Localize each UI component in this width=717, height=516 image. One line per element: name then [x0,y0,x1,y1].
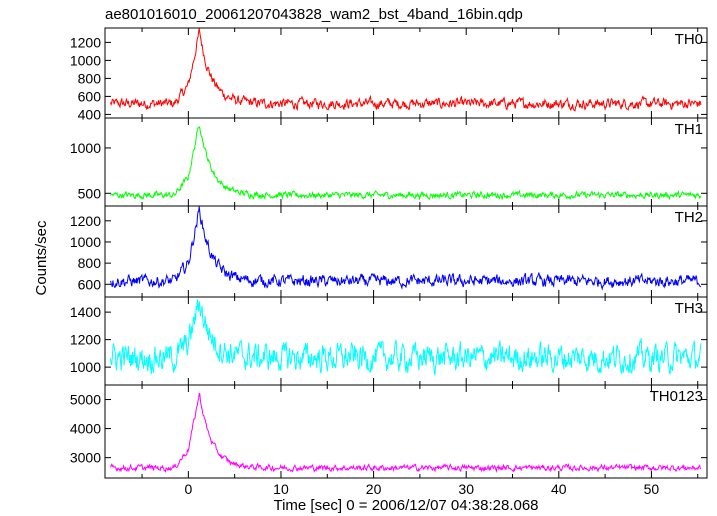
x-tick-label: 40 [551,481,567,497]
y-tick-label: 4000 [70,421,101,437]
x-axis-label: Time [sec] 0 = 2006/12/07 04:38:28.068 [273,497,538,514]
y-tick-label: 500 [78,185,102,201]
series-label-th1: TH1 [675,121,703,138]
panel-frame-th0123 [104,384,708,479]
y-tick-label: 1000 [70,140,101,156]
x-tick-label: 30 [458,481,474,497]
y-tick-label: 600 [78,276,102,292]
y-tick-label: 800 [78,255,102,271]
y-tick-label: 1200 [70,332,101,348]
series-label-th2: TH2 [675,209,703,226]
y-tick-label: 1200 [70,213,101,229]
series-line-th1 [110,125,702,201]
x-tick-label: 0 [184,481,192,497]
chart-title: ae801016010_20061207043828_wam2_bst_4ban… [105,6,523,23]
series-line-th2 [110,206,702,291]
y-tick-label: 1000 [70,359,101,375]
y-tick-label: 3000 [70,450,101,466]
x-tick-label: 20 [366,481,382,497]
y-tick-label: 400 [78,106,102,122]
y-axis-label: Counts/sec [33,220,50,296]
y-tick-label: 1400 [70,304,101,320]
series-line-th3 [110,299,702,376]
y-tick-label: 600 [78,88,102,104]
series-line-th0 [110,28,702,112]
y-tick-label: 5000 [70,392,101,408]
x-tick-label: 10 [273,481,289,497]
series-line-th0123 [110,392,702,474]
series-label-th3: TH3 [675,300,703,317]
y-tick-label: 1200 [70,34,101,50]
x-tick-label: 50 [644,481,660,497]
y-tick-label: 1000 [70,234,101,250]
series-label-th0123: TH0123 [650,388,703,405]
series-label-th0: TH0 [675,31,703,48]
y-tick-label: 800 [78,70,102,86]
y-tick-label: 1000 [70,52,101,68]
